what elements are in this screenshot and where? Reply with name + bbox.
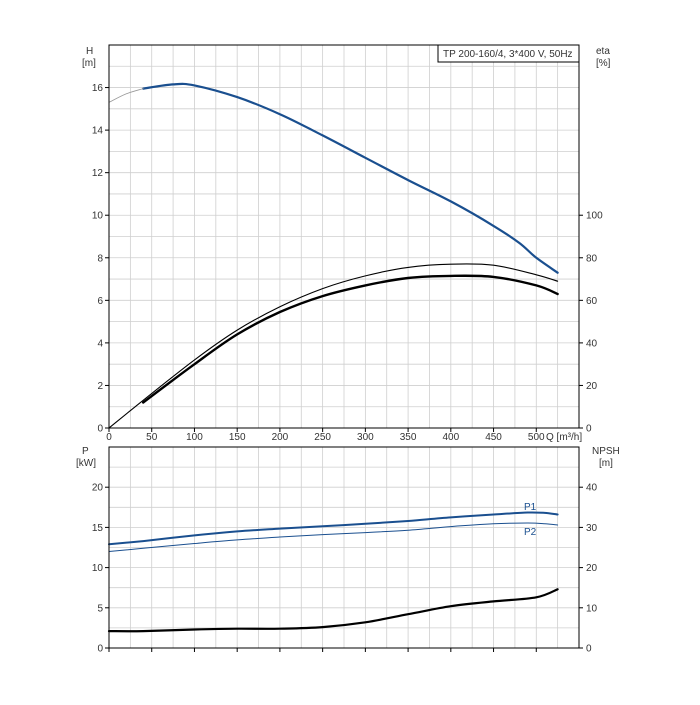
- lower-series: [107, 511, 559, 633]
- head-curve-extension: [108, 88, 144, 103]
- lower-grid: [109, 447, 579, 648]
- y-tick-label-right: 0: [586, 424, 592, 435]
- lower-plot-frame: [108, 446, 580, 649]
- x-tick-label: 300: [357, 432, 374, 443]
- x-tick-label: 100: [186, 432, 203, 443]
- y-tick-label-right: 10: [586, 603, 598, 614]
- title-box: [437, 44, 580, 63]
- upper-right-axis-label: eta: [596, 46, 610, 57]
- series-label-p1: P1: [524, 502, 537, 513]
- y-tick-label-right: 80: [586, 253, 598, 264]
- x-tick-label: 150: [229, 432, 246, 443]
- y-tick-label-left: 8: [97, 253, 103, 264]
- x-tick-label: 250: [314, 432, 331, 443]
- upper-left-axis-unit: [m]: [82, 58, 96, 69]
- x-tick-label: 50: [146, 432, 158, 443]
- x-tick-label: 350: [400, 432, 417, 443]
- efficiency-curve-thin: [108, 263, 559, 429]
- x-axis-label: Q [m³/h]: [546, 432, 582, 443]
- y-tick-label-right: 60: [586, 296, 598, 307]
- x-tick-label: 500: [528, 432, 545, 443]
- x-tick-label: 450: [485, 432, 502, 443]
- npsh-curve: [107, 588, 559, 633]
- y-tick-label-left: 16: [92, 83, 104, 94]
- power-p1-curve: [108, 511, 559, 546]
- y-tick-label-left: 14: [92, 126, 104, 137]
- y-tick-label-left: 4: [97, 338, 103, 349]
- y-tick-label-left: 5: [97, 603, 103, 614]
- y-tick-label-right: 40: [586, 483, 598, 494]
- y-tick-label-left: 20: [92, 483, 104, 494]
- x-tick-label: 200: [272, 432, 289, 443]
- chart-title: TP 200-160/4, 3*400 V, 50Hz: [443, 49, 573, 60]
- x-tick-label: 0: [106, 432, 112, 443]
- upper-plot-frame: [108, 44, 580, 429]
- head-curve: [142, 82, 559, 274]
- lower-left-axis-label: P: [82, 446, 89, 457]
- y-tick-label-right: 40: [586, 338, 598, 349]
- y-tick-label-left: 0: [97, 424, 103, 435]
- y-tick-label-left: 0: [97, 644, 103, 655]
- y-tick-label-left: 6: [97, 296, 103, 307]
- y-tick-label-right: 20: [586, 381, 598, 392]
- lower-left-axis-unit: [kW]: [76, 458, 96, 469]
- upper-left-axis-label: H: [86, 46, 93, 57]
- upper-series: [108, 82, 559, 429]
- upper-right-axis-unit: [%]: [596, 58, 611, 69]
- series-label-p2: P2: [524, 527, 537, 538]
- lower-right-axis-label: NPSH: [592, 446, 620, 457]
- efficiency-curve-thick: [142, 274, 559, 404]
- y-tick-label-right: 20: [586, 563, 598, 574]
- y-tick-label-left: 12: [92, 168, 104, 179]
- y-tick-label-right: 0: [586, 644, 592, 655]
- upper-grid: [109, 45, 579, 428]
- y-tick-label-left: 2: [97, 381, 103, 392]
- y-tick-label-left: 10: [92, 211, 104, 222]
- y-tick-label-right: 30: [586, 523, 598, 534]
- y-tick-label-right: 100: [586, 211, 603, 222]
- y-tick-label-left: 10: [92, 563, 104, 574]
- power-p2-curve: [108, 522, 559, 552]
- axis-ticks: 0 50 100 150 200 250 300 350 400 450 5000246810121…: [92, 83, 603, 654]
- y-tick-label-left: 15: [92, 523, 104, 534]
- x-tick-label: 400: [442, 432, 459, 443]
- lower-right-axis-unit: [m]: [599, 458, 613, 469]
